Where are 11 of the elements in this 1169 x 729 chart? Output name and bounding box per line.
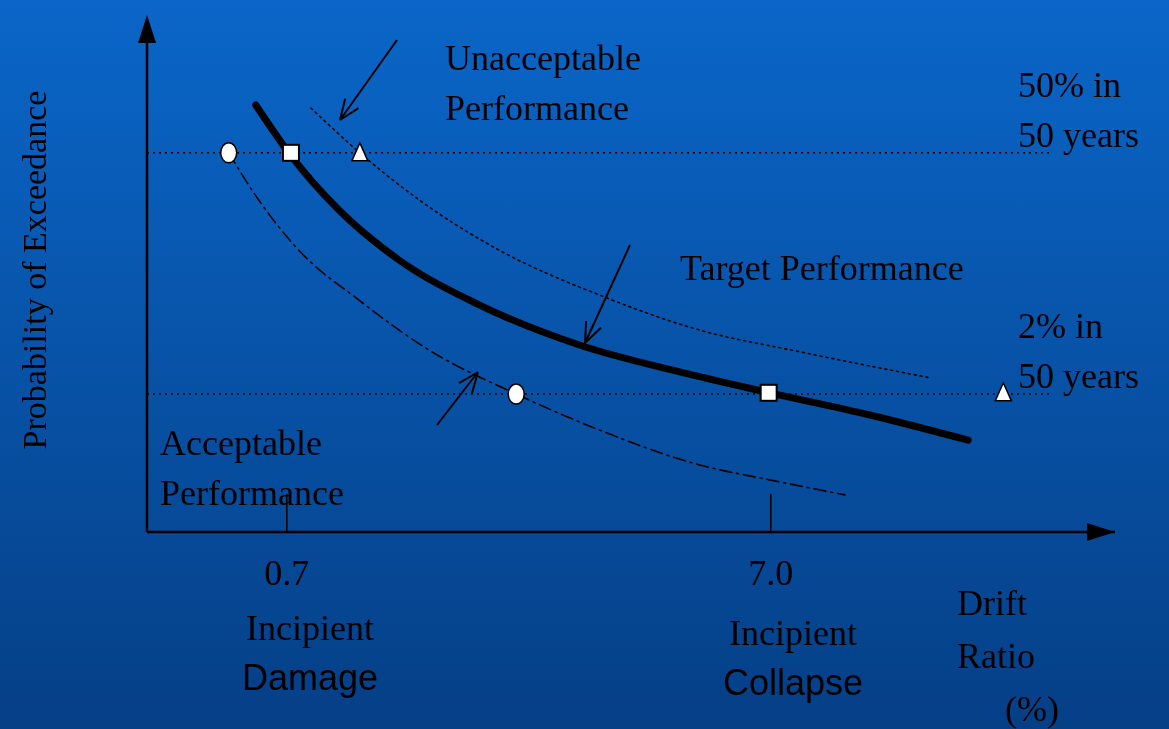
text: Incipient Damage [241, 608, 379, 698]
x-tick-label: 7.0 [748, 553, 794, 593]
y-axis-title: Probability of Exceedance [16, 90, 53, 450]
ref-line-label: 2% in 50 years [1018, 306, 1139, 397]
ref-line-label: 50% in 50 years [1018, 64, 1139, 155]
text: Incipient Collapse [722, 613, 864, 703]
x-tick-label: 0.7 [264, 553, 310, 593]
annotation: Acceptable Performance [160, 423, 344, 513]
annotation: Unacceptable Performance [445, 38, 641, 128]
annotation: Target Performance [680, 248, 964, 288]
x-axis-title: Drift Ratio (%) [957, 583, 1059, 729]
